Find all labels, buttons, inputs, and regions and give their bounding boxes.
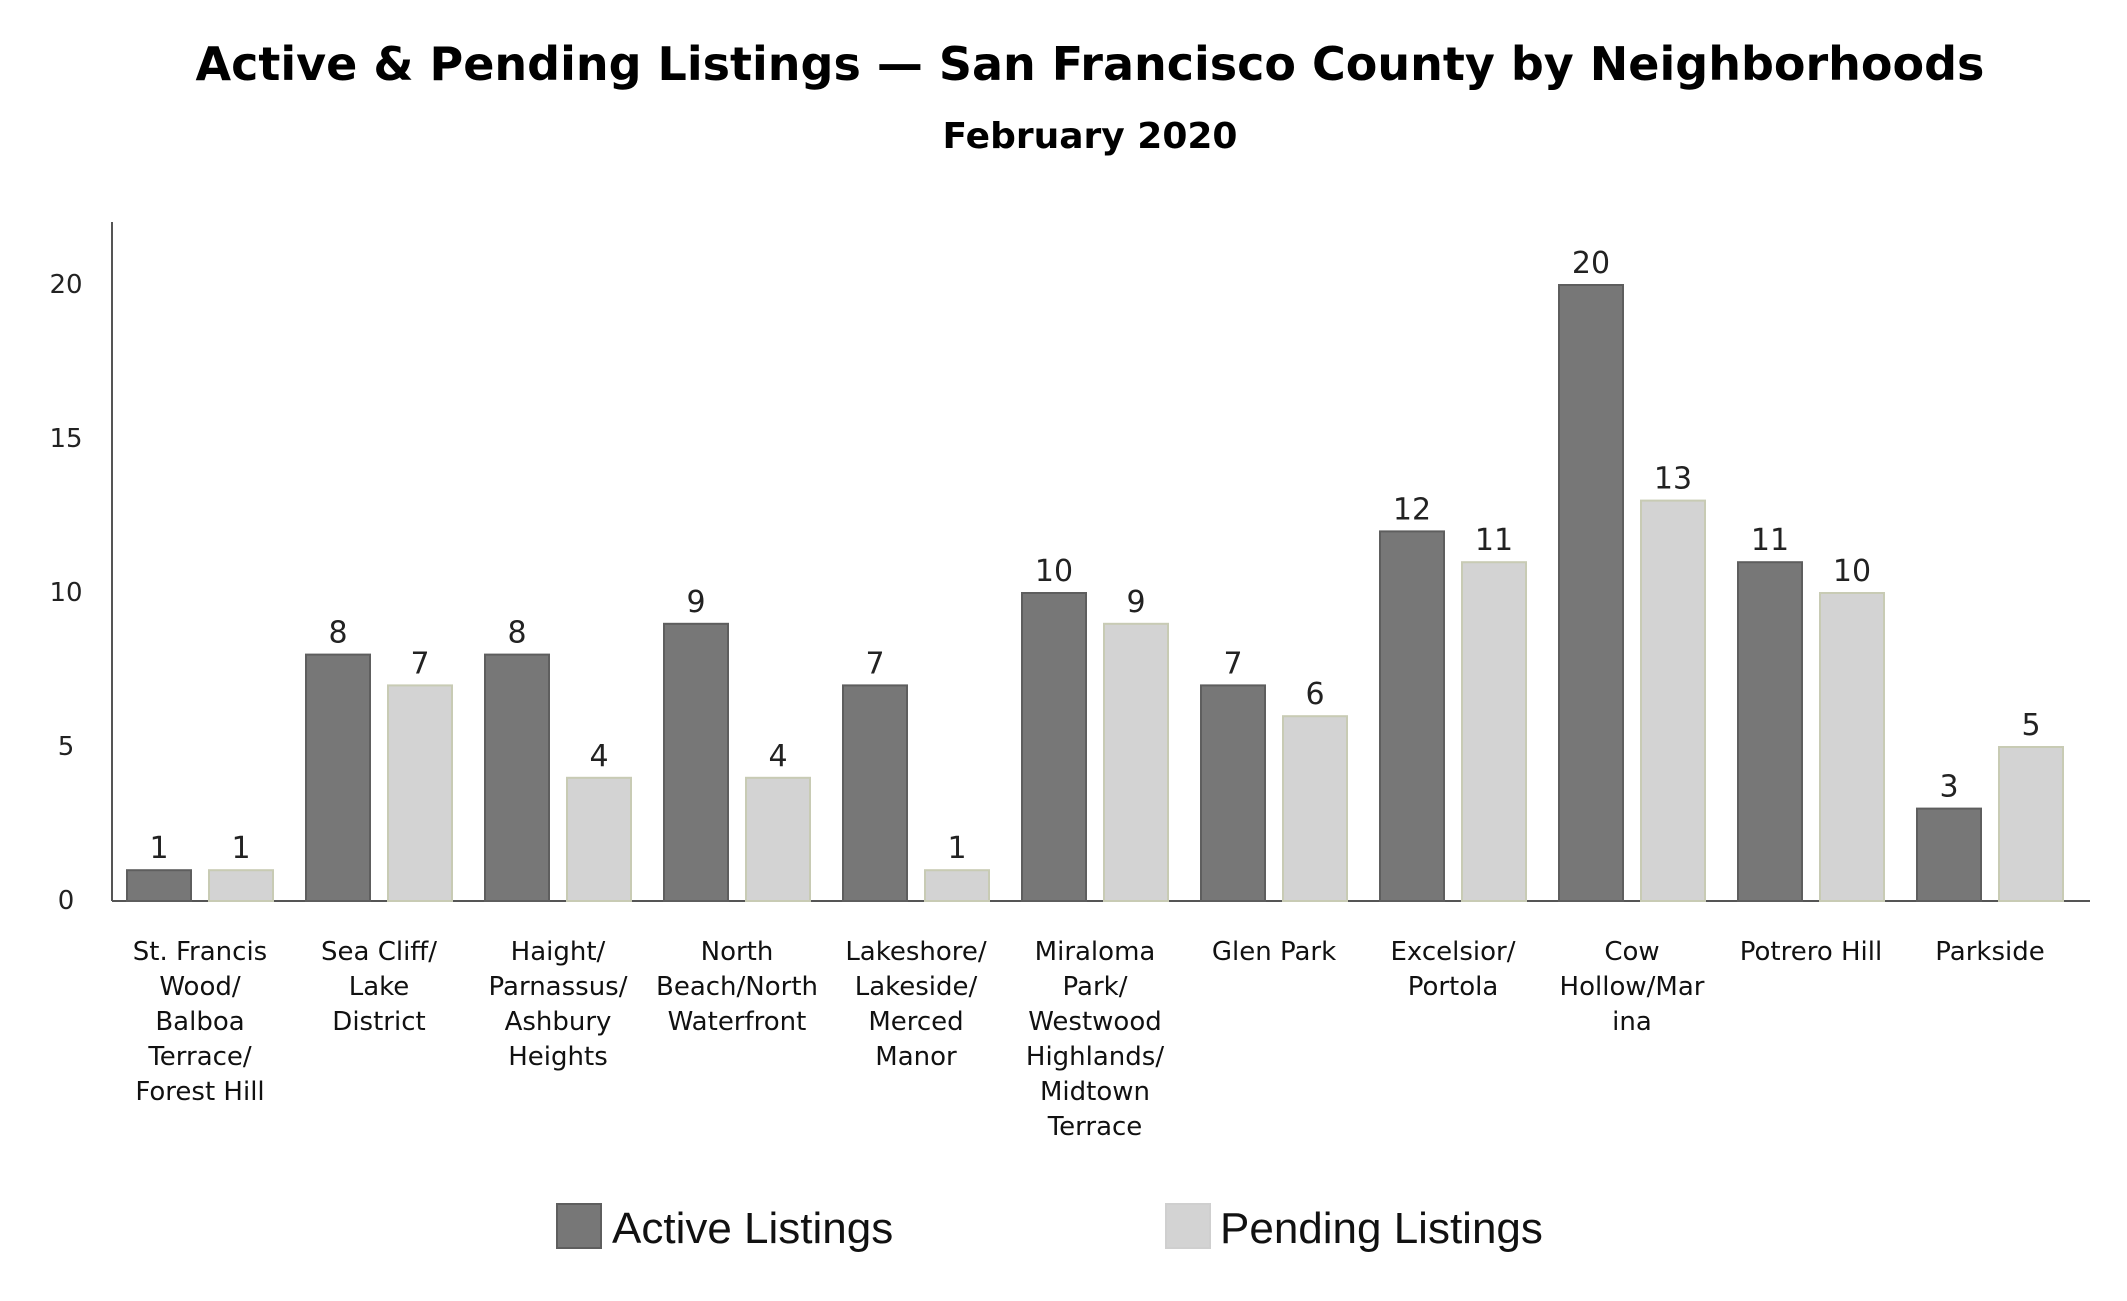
legend-swatch-pending: [1165, 1203, 1211, 1249]
x-category-label: Miraloma Park/Westwood Highlands/Midtown Te…: [1026, 937, 1164, 1142]
data-label-active: 8: [507, 616, 526, 651]
x-category-label: Haight/Parnassus/Ashbury Heights: [489, 937, 628, 1072]
legend-swatch-active: [556, 1203, 602, 1249]
data-label-active: 7: [1223, 646, 1242, 681]
x-category-label: St. Francis Wood/Balboa Terrace/Forest Hil…: [133, 937, 267, 1107]
data-label-pending: 5: [2021, 708, 2040, 743]
data-label-active: 10: [1035, 554, 1073, 589]
data-label-active: 9: [686, 585, 705, 620]
data-label-active: 11: [1751, 523, 1789, 558]
bar-active-listings: [305, 653, 371, 902]
bar-active-listings: [663, 622, 729, 902]
data-label-active: 8: [328, 616, 347, 651]
chart-subtitle: February 2020: [943, 116, 1238, 157]
data-label-pending: 13: [1654, 462, 1692, 497]
y-tick-label: 20: [49, 270, 82, 300]
bar-active-listings: [126, 869, 192, 903]
bar-pending-listings: [1282, 715, 1348, 903]
bar-pending-listings: [566, 776, 632, 902]
data-label-active: 12: [1393, 492, 1431, 527]
data-label-active: 3: [1939, 770, 1958, 805]
legend-label-pending: Pending Listings: [1220, 1204, 1543, 1253]
bar-active-listings: [1379, 530, 1445, 903]
bar-pending-listings: [745, 776, 811, 902]
bar-active-listings: [1737, 561, 1803, 902]
data-label-pending: 9: [1126, 585, 1145, 620]
data-label-pending: 11: [1475, 523, 1513, 558]
data-label-active: 1: [149, 831, 168, 866]
x-category-label: Cow Hollow/Mar ina: [1560, 937, 1705, 1037]
y-tick-label: 15: [49, 424, 82, 454]
x-category-label: Glen Park: [1212, 937, 1336, 967]
bar-pending-listings: [924, 869, 990, 903]
bar-active-listings: [1558, 284, 1624, 902]
data-label-pending: 10: [1833, 554, 1871, 589]
x-category-label: Sea Cliff/Lake District: [321, 937, 437, 1037]
category-labels: St. Francis Wood/Balboa Terrace/Forest Hil…: [133, 937, 2045, 1142]
data-label-pending: 1: [947, 831, 966, 866]
bar-pending-listings: [1461, 561, 1527, 902]
bar-pending-listings: [1640, 499, 1706, 902]
bar-active-listings: [1021, 592, 1087, 902]
bar-pending-listings: [1998, 746, 2064, 902]
x-category-label: Lakeshore/Lakeside/Merced Manor: [845, 937, 987, 1072]
legend: Active Listings Pending Listings: [556, 1203, 1543, 1253]
x-category-label: Excelsior/Portola: [1391, 937, 1516, 1002]
bar-active-listings: [842, 684, 908, 903]
data-label-pending: 7: [410, 646, 429, 681]
bar-pending-listings: [1819, 592, 1885, 902]
bar-pending-listings: [1103, 622, 1169, 902]
x-category-label: North Beach/North Waterfront: [656, 937, 818, 1037]
chart-title: Active & Pending Listings — San Francisc…: [196, 37, 1985, 91]
data-label-pending: 4: [768, 739, 787, 774]
y-tick-label: 10: [49, 578, 82, 608]
legend-label-active: Active Listings: [612, 1204, 893, 1253]
bar-pending-listings: [387, 684, 453, 903]
y-tick-label: 0: [58, 886, 75, 916]
data-label-pending: 1: [231, 831, 250, 866]
x-category-label: Parkside: [1935, 937, 2044, 967]
data-label-pending: 6: [1305, 677, 1324, 712]
data-label-pending: 4: [589, 739, 608, 774]
x-category-label: Potrero Hill: [1740, 937, 1882, 967]
bars: [126, 284, 2064, 903]
bar-active-listings: [484, 653, 550, 902]
data-label-active: 7: [865, 646, 884, 681]
data-label-active: 20: [1572, 246, 1610, 281]
bar-active-listings: [1916, 807, 1982, 902]
bar-active-listings: [1200, 684, 1266, 903]
bar-pending-listings: [208, 869, 274, 903]
y-tick-label: 5: [58, 732, 75, 762]
